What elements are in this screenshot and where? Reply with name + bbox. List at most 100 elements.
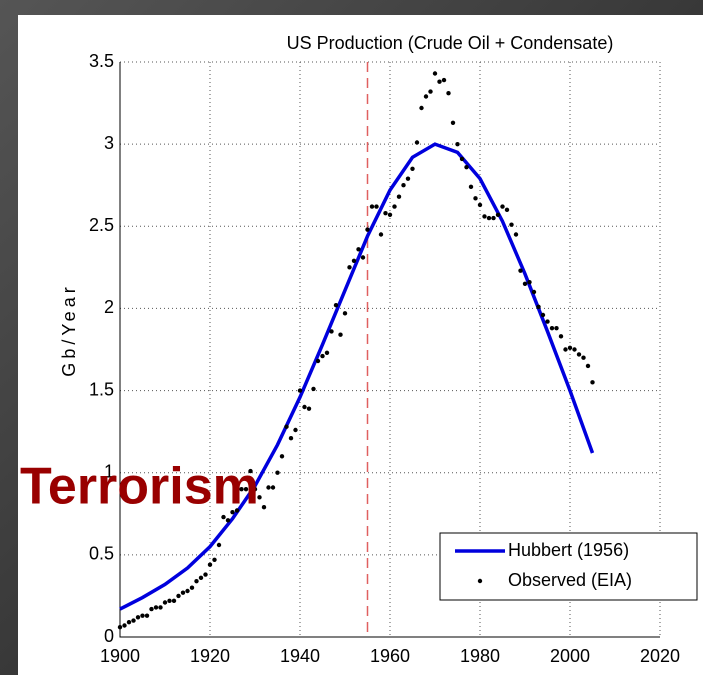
data-point bbox=[131, 618, 135, 622]
data-point bbox=[581, 356, 585, 360]
data-point bbox=[280, 454, 284, 458]
data-point bbox=[158, 605, 162, 609]
data-point bbox=[428, 89, 432, 93]
y-tick-label: 3.5 bbox=[89, 51, 114, 71]
data-point bbox=[455, 142, 459, 146]
data-point bbox=[424, 94, 428, 98]
data-point bbox=[590, 380, 594, 384]
data-point bbox=[487, 216, 491, 220]
data-point bbox=[208, 563, 212, 567]
data-point bbox=[154, 605, 158, 609]
x-tick-label: 2000 bbox=[550, 646, 590, 666]
data-point bbox=[293, 428, 297, 432]
data-point bbox=[176, 594, 180, 598]
data-point bbox=[509, 222, 513, 226]
data-point bbox=[347, 265, 351, 269]
data-point bbox=[149, 607, 153, 611]
data-point bbox=[392, 204, 396, 208]
data-point bbox=[536, 305, 540, 309]
data-point bbox=[473, 196, 477, 200]
data-point bbox=[167, 599, 171, 603]
data-point bbox=[577, 352, 581, 356]
data-point bbox=[460, 157, 464, 161]
x-tick-label: 1900 bbox=[100, 646, 140, 666]
data-point bbox=[500, 204, 504, 208]
data-point bbox=[316, 359, 320, 363]
x-tick-label: 1980 bbox=[460, 646, 500, 666]
data-point bbox=[203, 572, 207, 576]
data-point bbox=[145, 613, 149, 617]
x-tick-label: 1920 bbox=[190, 646, 230, 666]
data-point bbox=[563, 347, 567, 351]
data-point bbox=[262, 505, 266, 509]
data-point bbox=[275, 471, 279, 475]
data-point bbox=[572, 347, 576, 351]
data-point bbox=[388, 213, 392, 217]
annotation: Terrorism bbox=[20, 458, 259, 516]
data-point bbox=[325, 351, 329, 355]
x-tick-label: 1960 bbox=[370, 646, 410, 666]
data-point bbox=[307, 406, 311, 410]
data-point bbox=[527, 280, 531, 284]
data-point bbox=[446, 91, 450, 95]
data-point bbox=[437, 80, 441, 84]
data-point bbox=[194, 579, 198, 583]
data-point bbox=[419, 106, 423, 110]
data-point bbox=[505, 208, 509, 212]
data-point bbox=[302, 405, 306, 409]
data-point bbox=[496, 213, 500, 217]
data-point bbox=[289, 436, 293, 440]
data-point bbox=[374, 204, 378, 208]
legend-label: Hubbert (1956) bbox=[508, 540, 629, 560]
data-point bbox=[545, 319, 549, 323]
data-point bbox=[406, 176, 410, 180]
data-point bbox=[320, 354, 324, 358]
y-axis-label: Gb/Year bbox=[59, 283, 79, 376]
data-point bbox=[554, 326, 558, 330]
data-point bbox=[482, 214, 486, 218]
data-point bbox=[401, 183, 405, 187]
data-point bbox=[491, 216, 495, 220]
legend-swatch bbox=[478, 579, 482, 583]
legend-label: Observed (EIA) bbox=[508, 570, 632, 590]
data-point bbox=[410, 167, 414, 171]
x-tick-label: 1940 bbox=[280, 646, 320, 666]
data-point bbox=[163, 600, 167, 604]
data-point bbox=[185, 589, 189, 593]
data-point bbox=[541, 313, 545, 317]
data-point bbox=[523, 282, 527, 286]
y-tick-label: 2.5 bbox=[89, 215, 114, 235]
data-point bbox=[433, 71, 437, 75]
data-point bbox=[284, 425, 288, 429]
data-point bbox=[122, 623, 126, 627]
data-point bbox=[136, 615, 140, 619]
x-tick-label: 2020 bbox=[640, 646, 680, 666]
data-point bbox=[568, 346, 572, 350]
data-point bbox=[217, 543, 221, 547]
data-point bbox=[311, 387, 315, 391]
y-tick-label: 0 bbox=[104, 626, 114, 646]
data-point bbox=[365, 227, 369, 231]
data-point bbox=[140, 613, 144, 617]
data-point bbox=[226, 518, 230, 522]
data-point bbox=[298, 388, 302, 392]
data-point bbox=[190, 586, 194, 590]
data-point bbox=[356, 247, 360, 251]
y-tick-label: 1.5 bbox=[89, 379, 114, 399]
data-point bbox=[379, 232, 383, 236]
data-point bbox=[329, 329, 333, 333]
chart: US Production (Crude Oil + Condensate) G… bbox=[0, 0, 703, 675]
data-point bbox=[212, 558, 216, 562]
data-point bbox=[181, 590, 185, 594]
data-point bbox=[271, 485, 275, 489]
y-tick-label: 0.5 bbox=[89, 544, 114, 564]
data-point bbox=[343, 311, 347, 315]
data-point bbox=[550, 326, 554, 330]
data-point bbox=[338, 333, 342, 337]
data-point bbox=[266, 485, 270, 489]
data-point bbox=[383, 211, 387, 215]
data-point bbox=[397, 195, 401, 199]
data-point bbox=[514, 232, 518, 236]
y-tick-label: 2 bbox=[104, 297, 114, 317]
data-point bbox=[352, 259, 356, 263]
